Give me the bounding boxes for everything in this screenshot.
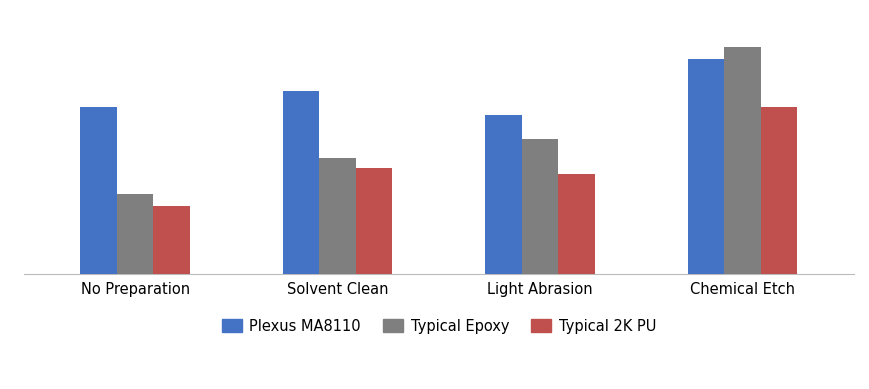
Bar: [688, 59, 725, 274]
Bar: [522, 138, 558, 274]
Bar: [153, 206, 189, 274]
Bar: [283, 91, 320, 274]
Bar: [761, 107, 797, 274]
Legend: Plexus MA8110, Typical Epoxy, Typical 2K PU: Plexus MA8110, Typical Epoxy, Typical 2K…: [216, 313, 662, 339]
Bar: [355, 168, 392, 274]
Bar: [558, 174, 594, 274]
Bar: [486, 115, 522, 274]
Bar: [81, 107, 116, 274]
Bar: [320, 158, 355, 274]
Bar: [116, 194, 153, 274]
Bar: [725, 47, 761, 274]
